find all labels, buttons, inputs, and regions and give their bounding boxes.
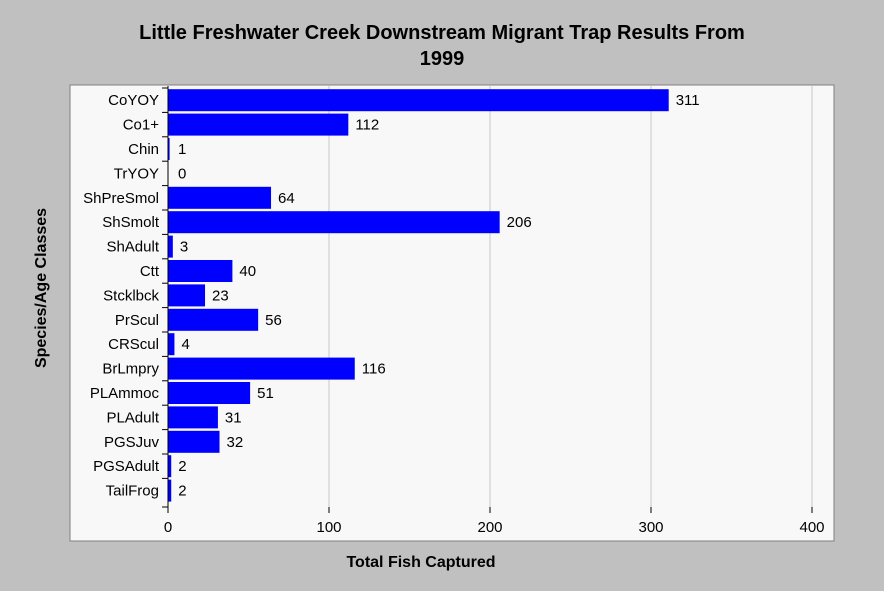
bar-CoYOY [168, 89, 669, 112]
data-label-BrLmpry: 116 [362, 361, 386, 378]
data-label-TailFrog: 2 [178, 483, 186, 500]
bar-PLAdult [168, 406, 218, 429]
data-label-Co1+: 112 [355, 117, 379, 134]
bar-Ctt [168, 260, 233, 282]
bar-Co1+ [168, 113, 349, 136]
category-label-ShPreSmol: ShPreSmol [83, 190, 159, 207]
x-tick-label-200: 200 [477, 519, 502, 536]
data-label-TrYOY: 0 [178, 165, 186, 182]
category-label-PLAmmoc: PLAmmoc [90, 385, 160, 402]
data-label-Stcklbck: 23 [212, 287, 229, 304]
x-tick-label-400: 400 [799, 519, 824, 536]
x-tick-label-0: 0 [164, 519, 172, 536]
category-label-BrLmpry: BrLmpry [102, 361, 159, 378]
category-label-TailFrog: TailFrog [106, 483, 159, 500]
category-label-TrYOY: TrYOY [114, 165, 159, 182]
data-label-CoYOY: 311 [676, 92, 700, 109]
axes [162, 86, 813, 513]
bar-ShSmolt [168, 211, 500, 234]
data-label-PrScul: 56 [265, 312, 282, 329]
x-tick-label-300: 300 [638, 519, 663, 536]
data-label-PLAdult: 31 [225, 409, 242, 426]
category-label-Stcklbck: Stcklbck [103, 287, 159, 304]
data-label-PGSJuv: 32 [227, 434, 244, 451]
chart-title: Little Freshwater Creek Downstream Migra… [0, 20, 884, 72]
data-label-PGSAdult: 2 [178, 458, 186, 475]
bar-PLAmmoc [168, 382, 251, 404]
bar-BrLmpry [168, 357, 355, 380]
bar-Chin [168, 138, 170, 160]
bar-TailFrog [168, 479, 172, 502]
data-label-Ctt: 40 [239, 263, 256, 280]
category-label-CoYOY: CoYOY [108, 92, 159, 109]
grid-lines [328, 86, 813, 507]
data-label-CRScul: 4 [181, 336, 189, 353]
bar-Stcklbck [168, 284, 206, 307]
category-label-CRScul: CRScul [108, 336, 159, 353]
category-label-PGSAdult: PGSAdult [93, 458, 160, 475]
data-label-ShPreSmol: 64 [278, 190, 295, 207]
category-label-PGSJuv: PGSJuv [104, 434, 160, 451]
bar-CRScul [168, 333, 175, 356]
category-label-Co1+: Co1+ [123, 117, 160, 134]
labels: 0 100 200 300 400 CoYOY 311 Co1+ 112 Chin 1 TrYOY 0 S… [83, 92, 824, 536]
data-label-ShSmolt: 206 [507, 214, 532, 231]
bar-PrScul [168, 308, 259, 331]
bars [168, 89, 669, 502]
chart-title-line-2: 1999 [419, 48, 465, 70]
category-label-Chin: Chin [128, 141, 159, 158]
x-tick-label-100: 100 [316, 519, 341, 536]
category-label-ShSmolt: ShSmolt [102, 214, 160, 231]
category-label-ShAdult: ShAdult [106, 239, 159, 256]
chart-title-line-1: Little Freshwater Creek Downstream Migra… [139, 22, 745, 44]
bar-ShPreSmol [168, 186, 272, 209]
category-label-PLAdult: PLAdult [106, 409, 159, 426]
data-label-ShAdult: 3 [180, 239, 188, 256]
data-label-PLAmmoc: 51 [257, 385, 274, 402]
bar-PGSAdult [168, 455, 172, 478]
bar-PGSJuv [168, 430, 220, 453]
category-label-Ctt: Ctt [140, 263, 160, 280]
x-axis-title: Total Fish Captured [346, 554, 495, 571]
bar-ShAdult [168, 235, 173, 258]
y-axis-title: Species/Age Classes [33, 208, 50, 368]
data-label-Chin: 1 [178, 141, 186, 158]
category-label-PrScul: PrScul [115, 312, 159, 329]
